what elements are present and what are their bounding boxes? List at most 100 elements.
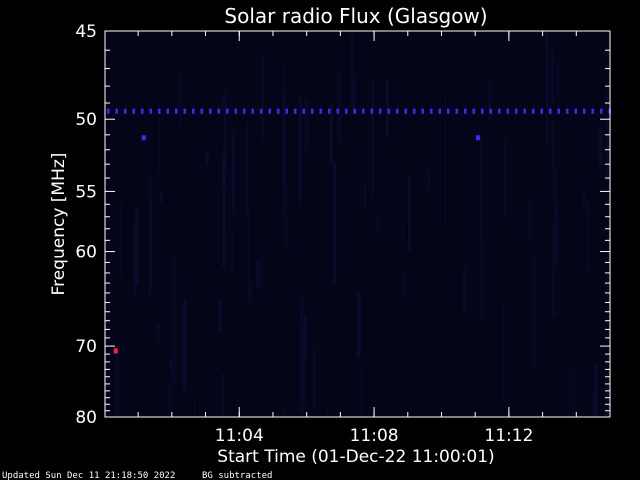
- noise-streak: [528, 200, 531, 243]
- emission-spot: [141, 135, 146, 141]
- noise-streak: [385, 155, 387, 209]
- emission-band-segment: [464, 108, 467, 114]
- emission-band-segment: [183, 108, 186, 114]
- emission-band-segment: [421, 108, 424, 114]
- emission-band-segment: [336, 108, 339, 114]
- noise-streak: [206, 152, 209, 166]
- noise-streak: [146, 102, 149, 150]
- noise-streak: [605, 367, 608, 417]
- noise-streak: [248, 204, 250, 302]
- background-texture: [108, 32, 609, 417]
- noise-streak: [245, 120, 248, 219]
- noise-streak: [377, 209, 380, 239]
- noise-streak: [297, 231, 299, 271]
- noise-streak: [284, 145, 287, 251]
- emission-band-segment: [132, 108, 135, 114]
- emission-band-segment: [591, 108, 594, 114]
- noise-streak: [352, 75, 356, 115]
- noise-streak: [502, 301, 505, 404]
- emission-band-segment: [515, 108, 518, 114]
- chart-title: Solar radio Flux (Glasgow): [224, 4, 487, 28]
- noise-streak: [533, 251, 537, 371]
- emission-band-segment: [455, 108, 458, 114]
- emission-band-segment: [285, 108, 288, 114]
- emission-band-segment: [277, 108, 280, 114]
- y-tick-label: 70: [75, 337, 97, 357]
- emission-band-segment: [447, 108, 450, 114]
- noise-streak: [550, 51, 554, 106]
- noise-streak: [551, 122, 554, 205]
- noise-streak: [356, 292, 361, 358]
- noise-streak: [552, 223, 555, 318]
- noise-streak: [488, 83, 492, 121]
- emission-band-segment: [158, 108, 161, 114]
- emission-band-segment: [192, 108, 195, 114]
- emission-band-segment: [574, 108, 577, 114]
- noise-streak: [605, 90, 609, 182]
- emission-band-segment: [175, 108, 178, 114]
- noise-streak: [553, 126, 556, 166]
- noise-streak: [351, 32, 354, 117]
- noise-streak: [594, 363, 598, 417]
- noise-streak: [168, 377, 172, 417]
- noise-streak: [480, 234, 483, 318]
- noise-streak: [304, 99, 309, 152]
- y-tick-label: 80: [75, 408, 97, 428]
- emission-band-segment: [438, 108, 441, 114]
- noise-streak: [179, 74, 182, 124]
- noise-streak: [223, 92, 227, 170]
- noise-streak: [172, 258, 176, 384]
- noise-streak: [115, 351, 119, 417]
- noise-streak: [599, 126, 602, 166]
- y-axis-label: Frequency [MHz]: [49, 153, 69, 296]
- noise-streak: [463, 266, 467, 317]
- emission-band-segment: [294, 108, 297, 114]
- noise-streak: [221, 96, 225, 111]
- noise-streak: [556, 63, 560, 94]
- emission-band-segment: [260, 108, 263, 114]
- emission-band-segment: [557, 108, 560, 114]
- emission-band-segment: [243, 108, 246, 114]
- noise-streak: [313, 346, 316, 412]
- noise-streak: [587, 200, 590, 270]
- y-tick-label: 60: [75, 243, 97, 263]
- footer-updated: Updated Sun Dec 11 21:18:50 2022: [2, 471, 175, 480]
- x-axis-label: Start Time (01-Dec-22 11:00:01): [217, 447, 494, 467]
- noise-streak: [255, 260, 260, 289]
- noise-streak: [354, 138, 356, 208]
- x-axis: 11:04 11:08 11:12: [137, 31, 611, 446]
- noise-streak: [300, 297, 304, 412]
- emission-band-segment: [141, 108, 144, 114]
- emission-band-segment: [311, 108, 314, 114]
- noise-streak: [108, 257, 111, 320]
- emission-band-segment: [319, 108, 322, 114]
- emission-band-segment: [328, 108, 331, 114]
- emission-band-segment: [430, 108, 433, 114]
- emission-band-segment: [268, 108, 271, 114]
- emission-band-segment: [217, 108, 220, 114]
- emission-band-segment: [549, 108, 552, 114]
- x-tick-label: 11:12: [484, 426, 533, 446]
- emission-band-segment: [472, 108, 475, 114]
- noise-streak: [360, 370, 362, 417]
- emission-features: [107, 108, 611, 354]
- emission-band-segment: [251, 108, 254, 114]
- y-axis: 45 50 55 60 70 80: [75, 22, 610, 428]
- noise-streak: [149, 197, 152, 289]
- noise-streak: [427, 169, 430, 189]
- emission-band-segment: [209, 108, 212, 114]
- emission-spot: [476, 135, 480, 141]
- noise-streak: [546, 32, 548, 144]
- noise-streak: [401, 220, 405, 242]
- emission-band-segment: [540, 108, 543, 114]
- noise-streak: [160, 191, 163, 203]
- emission-band-segment: [600, 108, 603, 114]
- emission-band-segment: [413, 108, 416, 114]
- noise-streak: [188, 271, 190, 293]
- emission-band-segment: [124, 108, 127, 114]
- emission-band-segment: [489, 108, 492, 114]
- emission-band-segment: [506, 108, 509, 114]
- emission-band-segment: [566, 108, 569, 114]
- noise-streak: [592, 390, 597, 417]
